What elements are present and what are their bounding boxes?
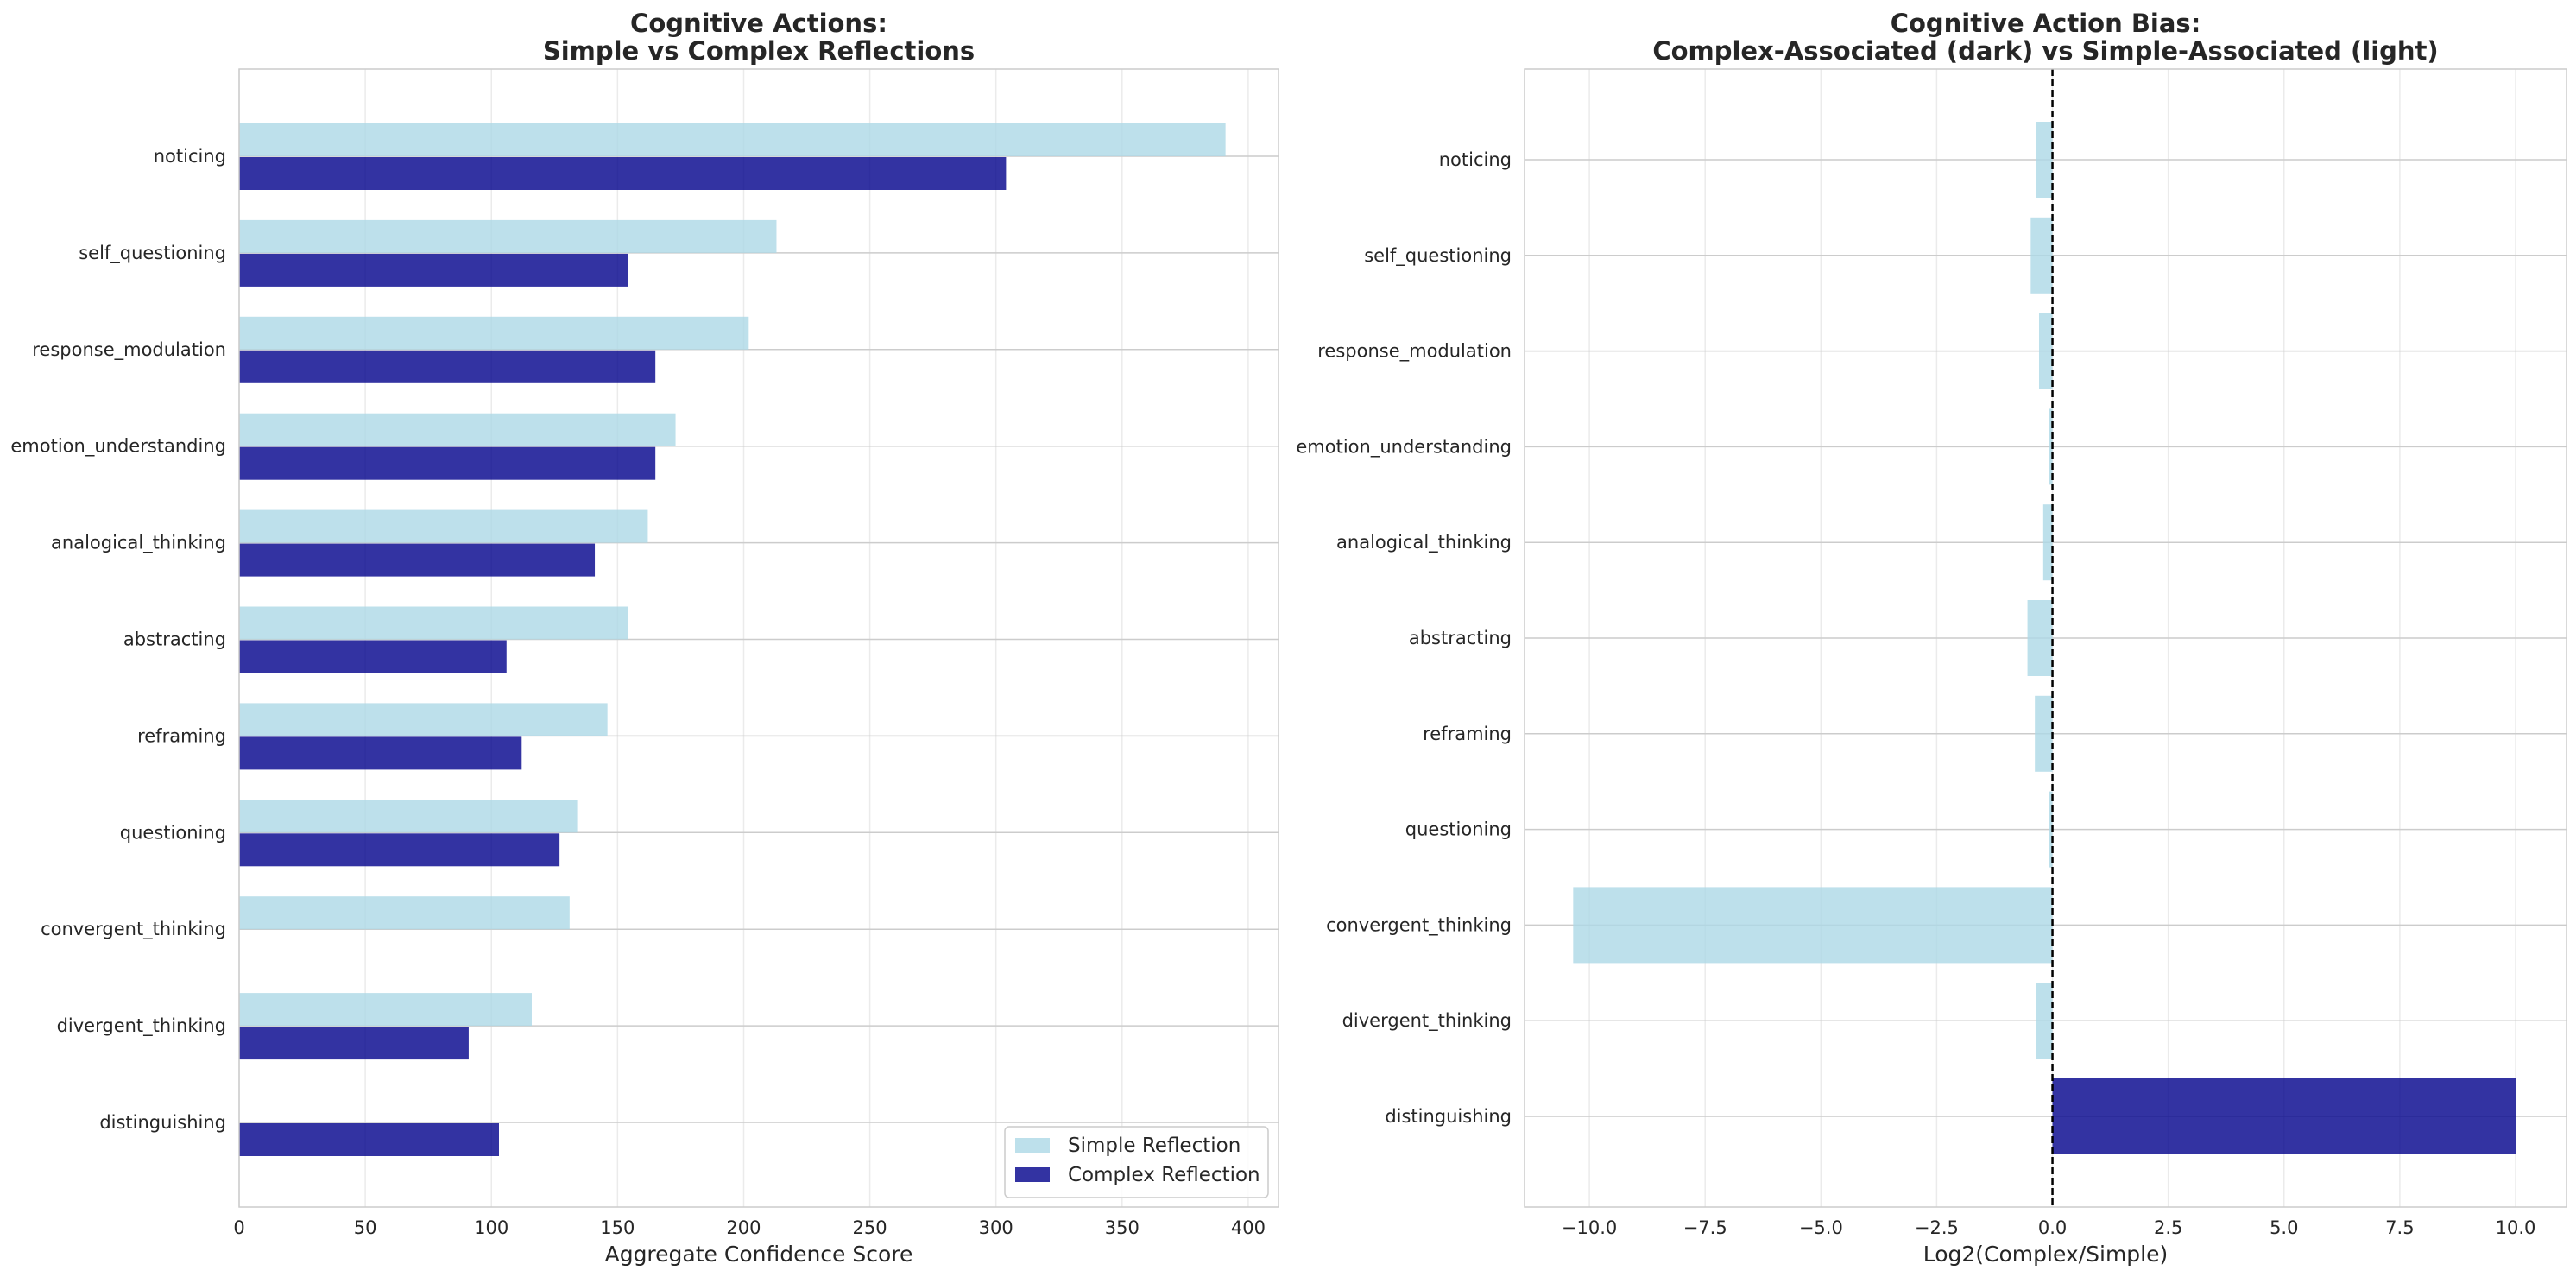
bar-simple-noticing	[239, 123, 1226, 156]
y-tick-label: response_modulation	[1317, 341, 1512, 363]
x-tick-label: 5.0	[2270, 1217, 2298, 1238]
bar-simple-divergent-thinking	[239, 993, 532, 1027]
bar-simple-emotion-understanding	[239, 413, 676, 446]
bar-complex-divergent-thinking	[239, 1027, 469, 1060]
x-tick-label: 100	[474, 1217, 508, 1238]
legend-swatch	[1015, 1138, 1050, 1153]
x-tick-label: −7.5	[1683, 1217, 1727, 1238]
bar-complex-emotion-understanding	[239, 446, 656, 480]
bias-bar-abstracting	[2027, 600, 2053, 676]
chart-title: Simple vs Complex Reflections	[543, 36, 975, 66]
bar-complex-self-questioning	[239, 253, 628, 287]
y-tick-label: noticing	[154, 146, 226, 167]
x-tick-label: −2.5	[1915, 1217, 1959, 1238]
y-tick-label: emotion_understanding	[1296, 436, 1512, 458]
bias-bar-response-modulation	[2038, 313, 2053, 389]
x-tick-label: 0.0	[2038, 1217, 2067, 1238]
bar-simple-questioning	[239, 800, 578, 833]
chart-title: Cognitive Actions:	[630, 9, 887, 38]
bias-bar-self-questioning	[2030, 217, 2053, 294]
y-tick-label: abstracting	[123, 629, 226, 650]
bias-bar-divergent-thinking	[2036, 983, 2053, 1059]
legend: Simple Reflection Complex Reflection	[1004, 1126, 1269, 1198]
plot-frame	[1524, 68, 2567, 1208]
bar-simple-self-questioning	[239, 219, 777, 253]
bias-bar-analogical-thinking	[2042, 504, 2053, 581]
y-tick-label: self_questioning	[79, 243, 226, 264]
bar-complex-distinguishing	[239, 1123, 499, 1156]
y-tick-label: distinguishing	[1385, 1106, 1512, 1127]
x-tick-label: 0	[233, 1217, 244, 1238]
bar-complex-questioning	[239, 833, 560, 867]
x-tick-label: 7.5	[2385, 1217, 2414, 1238]
y-tick-label: abstracting	[1409, 628, 1512, 648]
x-tick-label: 2.5	[2154, 1217, 2182, 1238]
plot-frame	[238, 68, 1279, 1208]
y-tick-label: distinguishing	[99, 1112, 226, 1133]
bias-bar-noticing	[2036, 122, 2053, 198]
bias-bar-emotion-understanding	[2049, 408, 2053, 485]
x-tick-label: 150	[600, 1217, 635, 1238]
x-tick-label: 350	[1105, 1217, 1140, 1238]
y-tick-label: reframing	[137, 725, 226, 746]
bias-bar-questioning	[2049, 791, 2053, 868]
y-tick-label: convergent_thinking	[1326, 914, 1512, 936]
y-tick-label: convergent_thinking	[41, 919, 226, 940]
legend-box	[1004, 1126, 1269, 1198]
y-tick-label: noticing	[1439, 149, 1512, 170]
x-tick-label: 50	[354, 1217, 377, 1238]
bar-complex-reframing	[239, 736, 522, 770]
y-tick-label: reframing	[1423, 724, 1512, 744]
x-tick-label: 400	[1231, 1217, 1266, 1238]
y-tick-label: questioning	[120, 822, 226, 843]
bar-complex-response-modulation	[239, 350, 656, 383]
x-axis-label: Aggregate Confidence Score	[605, 1242, 913, 1267]
y-tick-label: divergent_thinking	[1342, 1010, 1512, 1032]
bar-simple-convergent-thinking	[239, 896, 570, 930]
x-axis-label: Log2(Complex/Simple)	[1923, 1242, 2169, 1267]
left-chart: noticing self_questioning response_modulat…	[10, 9, 1279, 1267]
right-chart: noticing self_questioning response_modulat…	[1296, 9, 2567, 1267]
legend-label: Simple Reflection	[1068, 1135, 1241, 1157]
y-tick-label: analogical_thinking	[51, 533, 226, 554]
bias-bar-distinguishing	[2052, 1078, 2516, 1154]
y-tick-label: analogical_thinking	[1336, 532, 1512, 553]
x-tick-label: 200	[726, 1217, 761, 1238]
bias-bar-reframing	[2035, 695, 2053, 772]
bar-complex-analogical-thinking	[239, 543, 596, 577]
x-tick-label: 300	[979, 1217, 1013, 1238]
bar-simple-abstracting	[239, 606, 628, 640]
y-tick-label: questioning	[1405, 819, 1512, 840]
legend-swatch	[1015, 1167, 1050, 1182]
x-tick-label: 250	[853, 1217, 887, 1238]
y-tick-label: response_modulation	[32, 339, 226, 361]
bar-simple-analogical-thinking	[239, 509, 648, 543]
y-tick-label: divergent_thinking	[57, 1015, 226, 1037]
y-tick-label: emotion_understanding	[10, 436, 226, 458]
bar-simple-reframing	[239, 703, 608, 736]
x-tick-label: 10.0	[2496, 1217, 2536, 1238]
bar-simple-response-modulation	[239, 316, 749, 350]
y-tick-label: self_questioning	[1364, 245, 1512, 267]
x-tick-label: −5.0	[1799, 1217, 1843, 1238]
bar-complex-noticing	[239, 157, 1007, 190]
bias-bar-convergent-thinking	[1573, 887, 2053, 964]
chart-title: Complex-Associated (dark) vs Simple-Asso…	[1652, 36, 2438, 66]
bar-complex-abstracting	[239, 640, 507, 673]
chart-title: Cognitive Action Bias:	[1891, 9, 2201, 38]
legend-label: Complex Reflection	[1068, 1164, 1260, 1186]
x-tick-label: −10.0	[1562, 1217, 1617, 1238]
